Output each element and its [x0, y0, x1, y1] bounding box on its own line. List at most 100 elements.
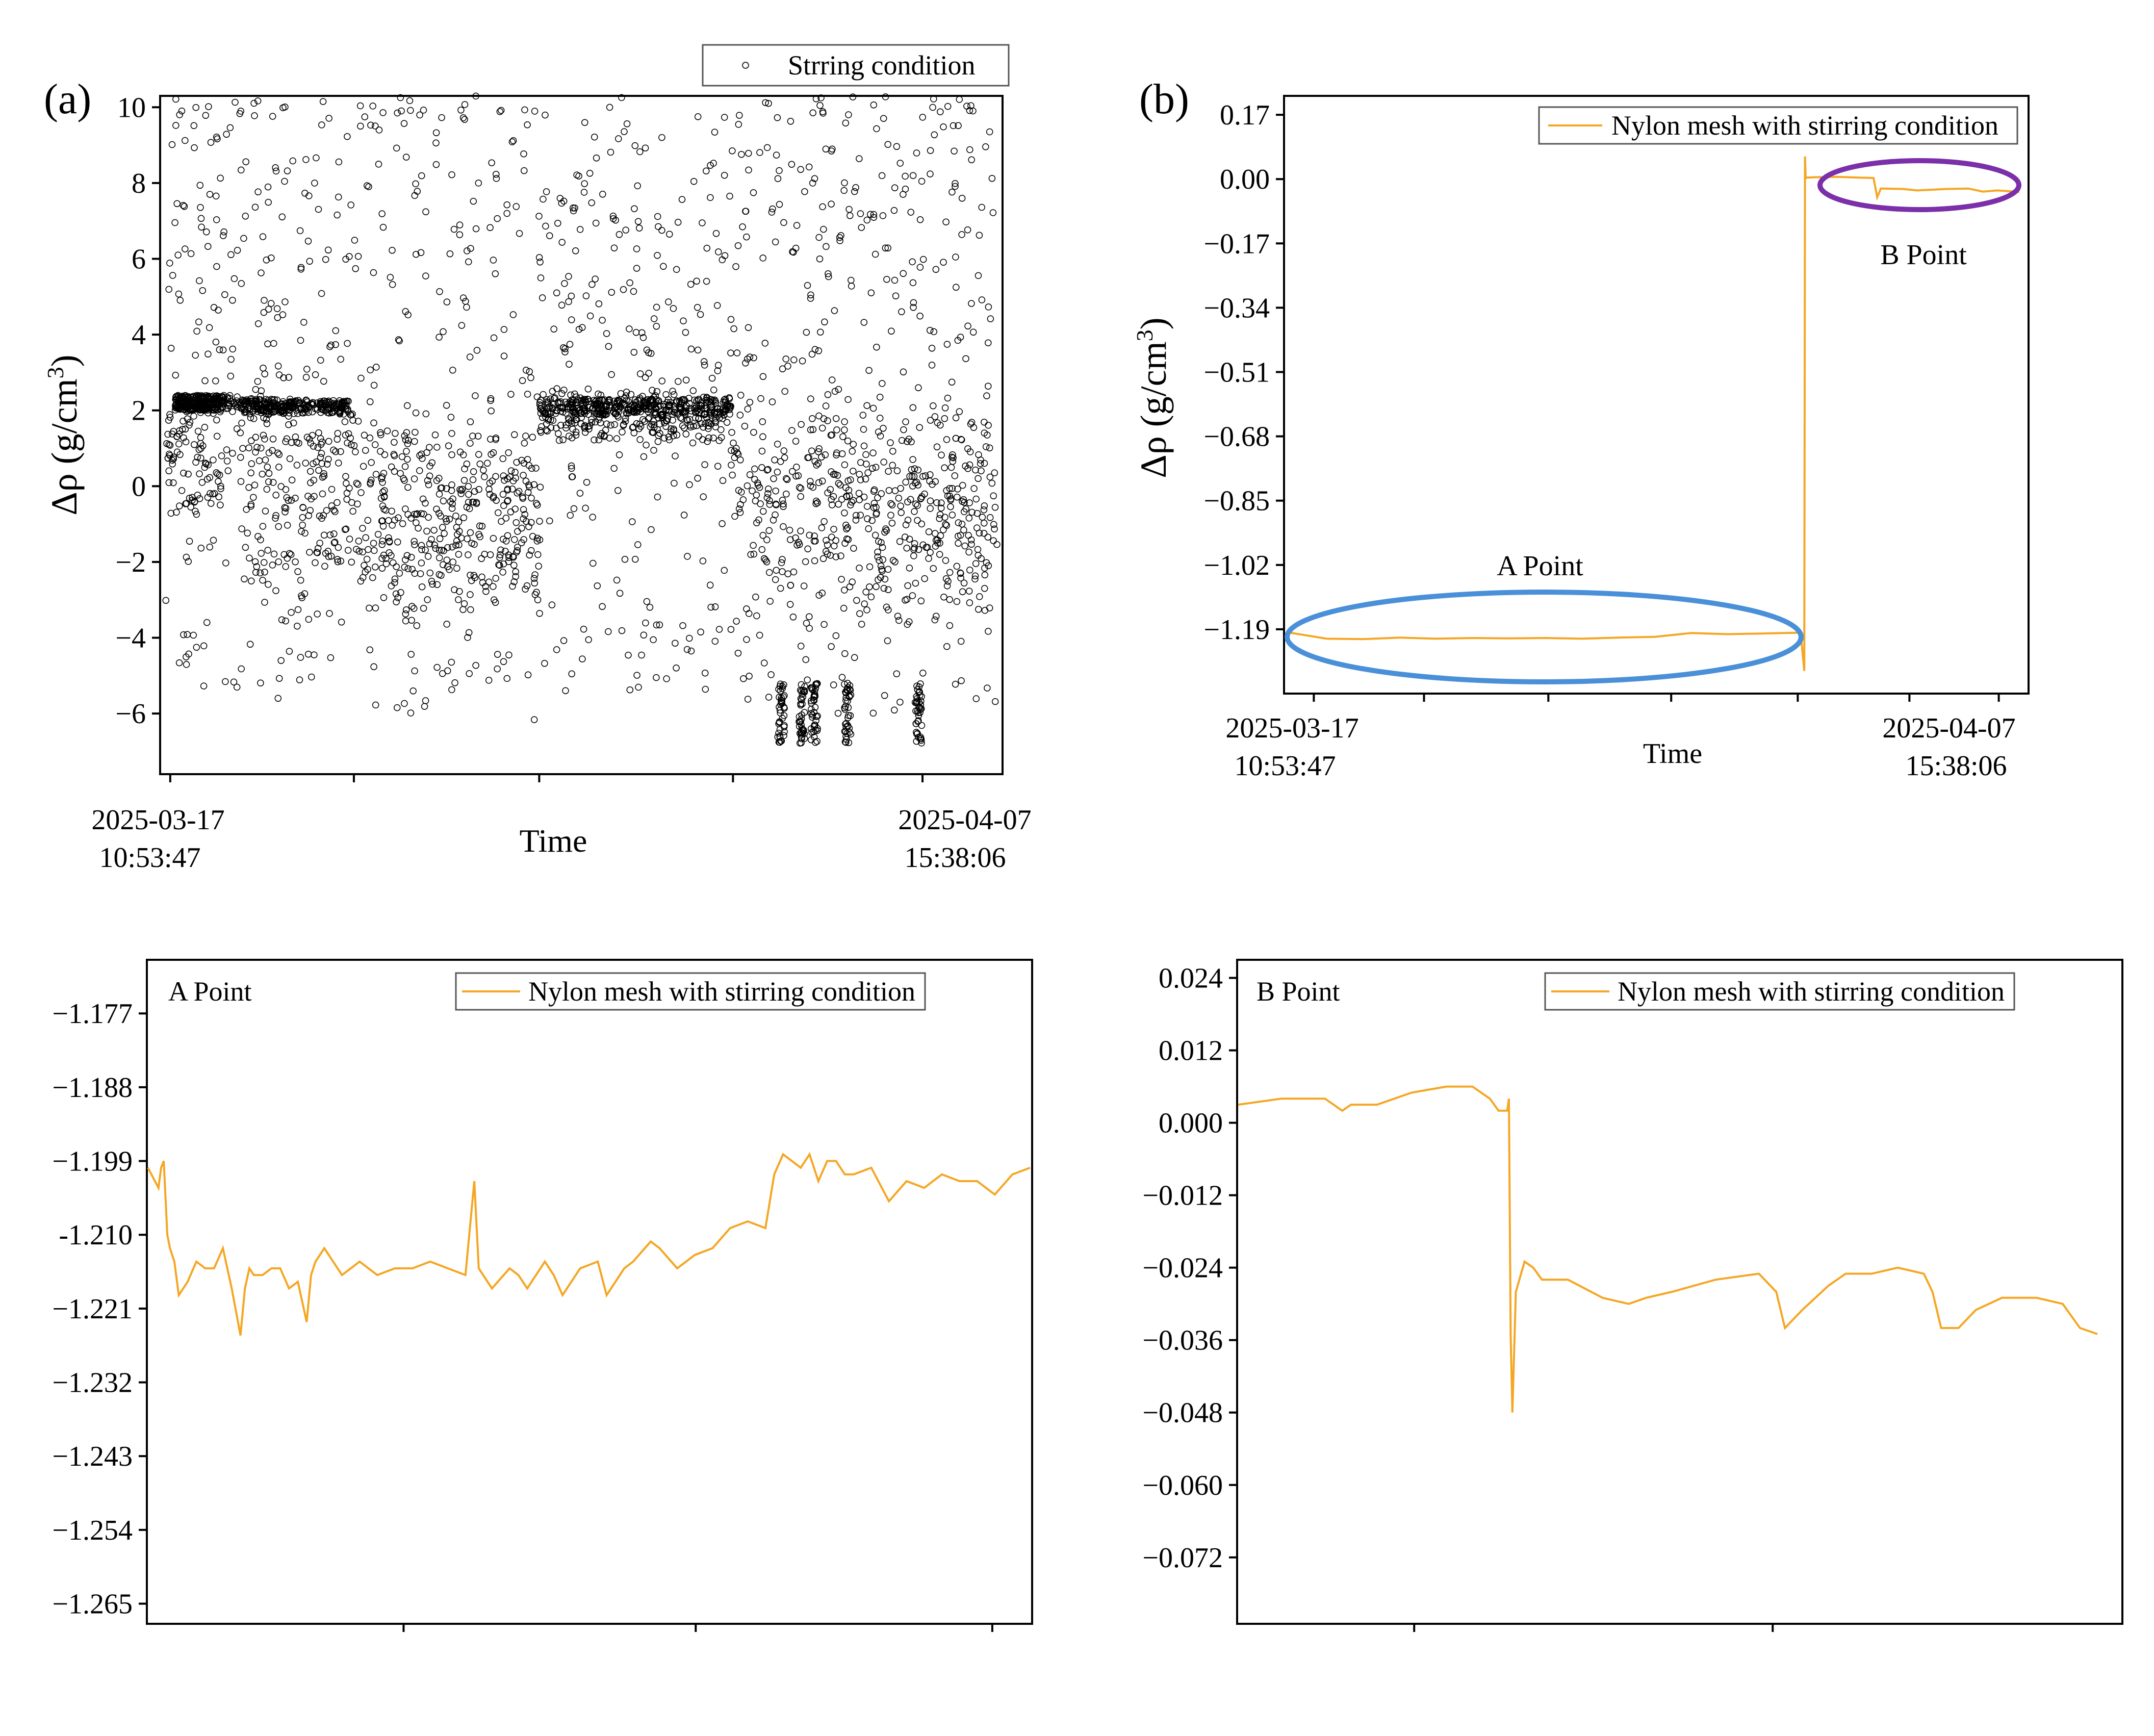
panel-a-data-point — [254, 320, 262, 327]
panel-a-data-point — [967, 536, 975, 544]
panel-a-data-point — [193, 644, 200, 651]
panel-a-data-point — [418, 583, 426, 591]
panel-a-data-point — [481, 550, 488, 558]
panel-a-data-point — [343, 480, 350, 487]
panel-a-data-point — [210, 304, 218, 311]
panel-a-data-point — [972, 695, 980, 702]
panel-a-data-point — [514, 544, 521, 551]
panel-a-data-point — [226, 124, 234, 132]
panel-a-data-point — [834, 472, 841, 479]
panel-a-data-point — [870, 214, 878, 221]
panel-a-band-point — [333, 401, 341, 408]
panel-a-data-point — [916, 424, 923, 431]
panel-a-data-point — [562, 410, 570, 417]
panel-a-cluster-point — [797, 731, 805, 739]
panel-a-data-point — [499, 569, 506, 576]
panel-a-data-point — [833, 426, 840, 433]
panel-a-data-point — [751, 465, 758, 473]
panel-a-data-point — [841, 418, 848, 425]
panel-a-data-point — [658, 226, 665, 234]
panel-a-data-point — [196, 277, 203, 285]
panel-b-y-tick-label: −0.85 — [1203, 486, 1270, 517]
panel-a-data-point — [432, 139, 440, 147]
panel-a-data-point — [981, 519, 988, 527]
panel-a-band-point — [294, 410, 301, 417]
panel-a-data-point — [426, 540, 433, 548]
panel-a-data-point — [983, 392, 990, 399]
panel-a-data-point — [440, 328, 447, 336]
panel-a-data-point — [446, 566, 453, 573]
panel-a-data-point — [345, 430, 352, 438]
panel-a-data-point — [680, 317, 687, 325]
panel-a-data-point — [759, 433, 766, 441]
panel-a-data-point — [172, 95, 179, 103]
panel-a-data-point — [190, 122, 198, 130]
panel-a-data-point — [803, 620, 810, 627]
panel-a-data-point — [280, 374, 287, 381]
panel-a-data-point — [857, 512, 864, 519]
panel-a-data-point — [197, 454, 204, 462]
panel-a-data-point — [251, 203, 259, 211]
panel-a-point-y-tick-label: −1.232 — [52, 1367, 133, 1399]
panel-a-band-point — [265, 397, 272, 404]
panel-a-data-point — [946, 622, 954, 629]
panel-a-data-point — [439, 524, 446, 531]
panel-a-data-point — [217, 501, 224, 508]
panel-a-data-point — [902, 418, 909, 425]
panel-a-data-point — [523, 518, 530, 525]
panel-b-point-frame — [1236, 959, 2123, 1625]
panel-a-data-point — [572, 247, 579, 254]
panel-a-data-point — [634, 182, 641, 190]
panel-a-data-point — [320, 512, 327, 519]
panel-a-data-point — [860, 319, 868, 326]
panel-a-data-point — [416, 452, 423, 459]
panel-a-data-point — [865, 367, 873, 374]
panel-a-data-point — [818, 524, 826, 531]
panel-a-data-point — [513, 458, 520, 466]
panel-b-line-chart: (b) 0.170.00−0.17−0.34−0.51−0.68−0.85−1.… — [1132, 75, 2030, 782]
panel-a-data-point — [248, 437, 255, 445]
panel-a-data-point — [535, 563, 542, 570]
panel-a-data-point — [942, 557, 950, 564]
panel-a-data-point — [857, 459, 864, 466]
panel-a-data-point — [219, 346, 227, 353]
panel-a-data-point — [257, 444, 265, 452]
panel-a-cluster-point — [846, 685, 853, 693]
panel-a-data-point — [881, 528, 888, 536]
panel-a-data-point — [553, 646, 560, 653]
panel-a-data-point — [699, 219, 706, 226]
panel-a-data-point — [275, 558, 283, 566]
panel-a-data-point — [232, 98, 239, 106]
panel-a-cluster-point — [913, 698, 921, 705]
panel-a-data-point — [166, 260, 173, 267]
panel-a-data-point — [244, 529, 251, 537]
panel-a-data-point — [916, 312, 924, 320]
panel-a-data-point — [569, 205, 577, 212]
panel-a-data-point — [834, 709, 842, 717]
panel-a-data-point — [182, 438, 190, 446]
panel-a-data-point — [672, 452, 679, 459]
panel-a-data-point — [891, 276, 899, 284]
panel-a-data-point — [457, 487, 465, 494]
panel-a-cluster-point — [811, 721, 819, 729]
panel-a-data-point — [520, 506, 527, 513]
panel-a-data-point — [869, 709, 877, 717]
panel-a-data-point — [642, 144, 649, 151]
panel-a-data-point — [440, 561, 447, 569]
panel-a-data-point — [372, 122, 379, 130]
panel-a-data-point — [422, 272, 429, 279]
panel-a-data-point — [265, 581, 272, 588]
panel-a-band-point — [242, 408, 249, 415]
panel-b-y-tick-label: −1.02 — [1203, 550, 1270, 581]
panel-a-data-point — [823, 243, 830, 250]
panel-a-data-point — [197, 434, 204, 441]
panel-a-data-point — [770, 475, 777, 482]
panel-a-data-point — [927, 147, 934, 154]
panel-a-data-point — [402, 610, 409, 618]
panel-a-data-point — [968, 541, 975, 548]
panel-a-data-point — [206, 543, 214, 551]
panel-a-data-point — [435, 547, 443, 554]
panel-a-data-point — [921, 575, 928, 582]
panel-a-data-point — [650, 447, 657, 454]
panel-a-data-point — [465, 551, 472, 558]
